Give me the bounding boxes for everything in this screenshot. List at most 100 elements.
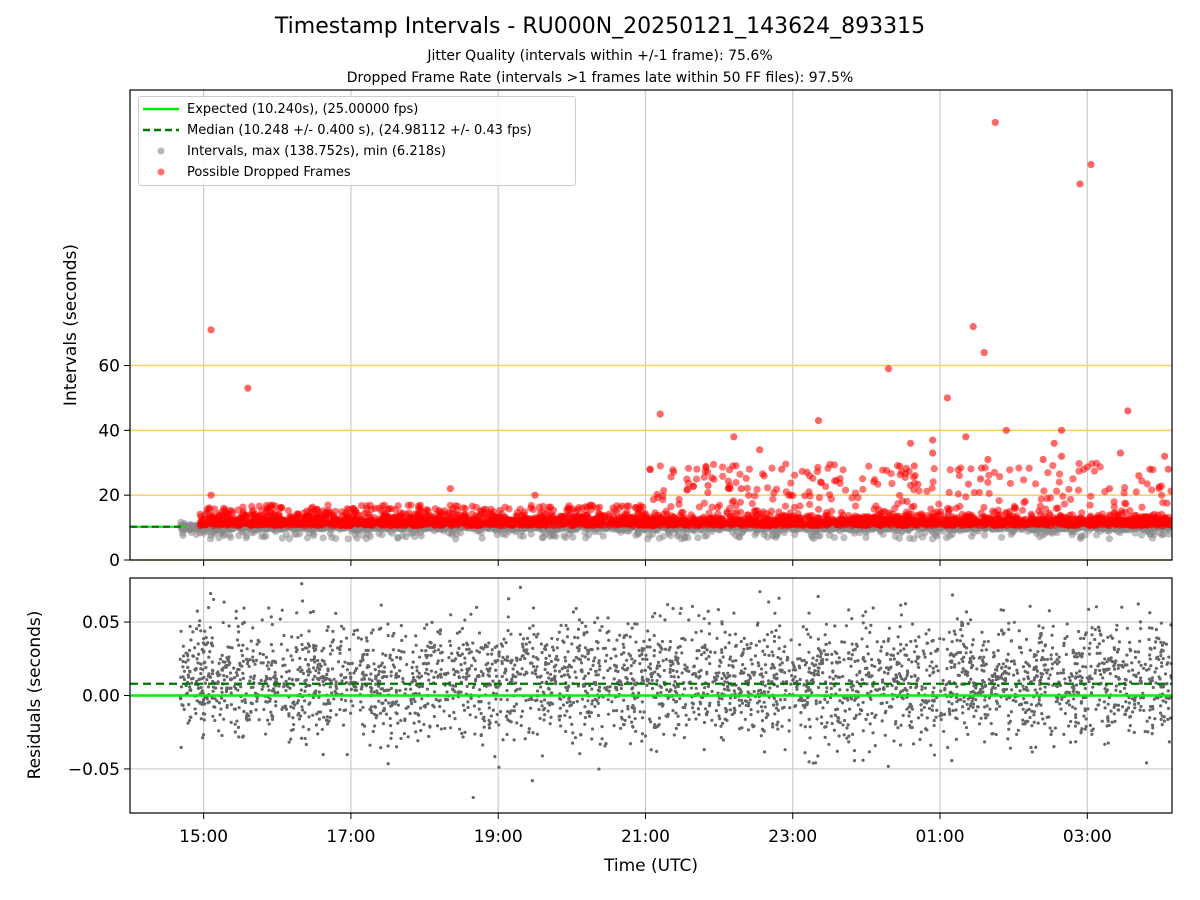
interval-point <box>582 534 590 542</box>
interval-point <box>186 526 195 534</box>
interval-point <box>969 529 978 537</box>
interval-point <box>408 529 416 537</box>
interval-point <box>632 531 640 539</box>
interval-point <box>478 534 486 542</box>
dropped-frame-rate-subtitle: Dropped Frame Rate (intervals >1 frames … <box>346 70 854 86</box>
interval-point <box>830 533 839 542</box>
interval-point <box>272 527 280 536</box>
interval-point <box>502 531 510 539</box>
interval-point <box>456 529 465 537</box>
interval-point <box>791 531 799 539</box>
interval-point <box>227 533 235 542</box>
interval-point <box>477 529 485 537</box>
interval-point <box>399 531 407 539</box>
interval-point <box>319 534 327 542</box>
interval-point <box>655 534 663 542</box>
interval-point <box>850 529 859 537</box>
dropped-frame-point <box>887 521 896 529</box>
interval-point <box>200 529 208 537</box>
interval-point <box>416 529 424 537</box>
interval-points <box>177 118 1172 543</box>
interval-point <box>701 532 709 540</box>
interval-point <box>344 535 352 543</box>
dropped-frame-point <box>545 517 553 525</box>
interval-point <box>262 532 270 540</box>
interval-point <box>623 527 631 535</box>
interval-point <box>565 529 574 538</box>
interval-point <box>943 534 951 542</box>
interval-point <box>560 532 568 540</box>
interval-point <box>353 534 361 542</box>
interval-point <box>728 528 737 536</box>
interval-point <box>666 532 675 540</box>
interval-point <box>840 534 848 542</box>
interval-point <box>1092 531 1101 539</box>
interval-point <box>836 527 844 535</box>
interval-point <box>708 527 716 535</box>
dropped-frame-point <box>640 521 649 529</box>
interval-point <box>929 528 937 536</box>
interval-point <box>326 529 334 537</box>
dropped-frame-point <box>246 520 254 529</box>
interval-point <box>1142 527 1150 535</box>
interval-point <box>178 529 187 537</box>
interval-point <box>448 530 456 539</box>
interval-point <box>439 527 448 535</box>
interval-point <box>807 528 815 536</box>
interval-point <box>939 527 948 535</box>
interval-point <box>980 531 989 539</box>
interval-point <box>694 534 702 542</box>
interval-point <box>862 533 870 542</box>
interval-point <box>332 534 340 543</box>
interval-point <box>493 531 501 539</box>
interval-point <box>386 527 394 535</box>
interval-point <box>590 528 599 536</box>
interval-point <box>1116 528 1124 537</box>
interval-point <box>353 528 362 536</box>
interval-point <box>1036 533 1044 541</box>
interval-point <box>1105 527 1113 535</box>
interval-point <box>207 531 215 539</box>
interval-point <box>250 528 258 536</box>
interval-point <box>285 535 294 543</box>
interval-point <box>364 530 372 538</box>
chart-title: Timestamp Intervals - RU000N_20250121_14… <box>274 14 926 39</box>
interval-point <box>218 528 226 536</box>
interval-point <box>375 529 383 538</box>
interval-point <box>898 527 906 535</box>
interval-point <box>1148 534 1157 542</box>
interval-point <box>879 530 887 538</box>
interval-point <box>1008 528 1016 536</box>
interval-point <box>763 533 772 541</box>
interval-point <box>673 532 682 540</box>
interval-point <box>773 530 781 538</box>
dropped-frame-point <box>196 510 204 518</box>
interval-point <box>215 534 223 542</box>
interval-point <box>1068 531 1076 539</box>
interval-point <box>527 530 535 538</box>
interval-point <box>891 532 900 541</box>
interval-point <box>816 532 824 540</box>
interval-point <box>293 530 301 538</box>
interval-point <box>856 529 864 537</box>
interval-point <box>1158 530 1166 539</box>
dropped-frame-point <box>601 521 609 529</box>
interval-point <box>599 532 607 540</box>
interval-point <box>1081 531 1089 539</box>
interval-point <box>305 529 314 537</box>
interval-point <box>680 534 688 542</box>
jitter-quality-subtitle: Jitter Quality (intervals within +/-1 fr… <box>427 48 773 64</box>
interval-point <box>242 531 251 540</box>
interval-point <box>235 532 243 540</box>
interval-point <box>751 531 759 539</box>
interval-point <box>1105 535 1113 543</box>
interval-point <box>1165 530 1172 538</box>
interval-point <box>644 535 652 543</box>
dropped-frame-point <box>423 519 431 527</box>
interval-point <box>780 528 788 537</box>
interval-point <box>1024 527 1032 535</box>
interval-point <box>538 533 547 542</box>
interval-point <box>998 533 1006 541</box>
